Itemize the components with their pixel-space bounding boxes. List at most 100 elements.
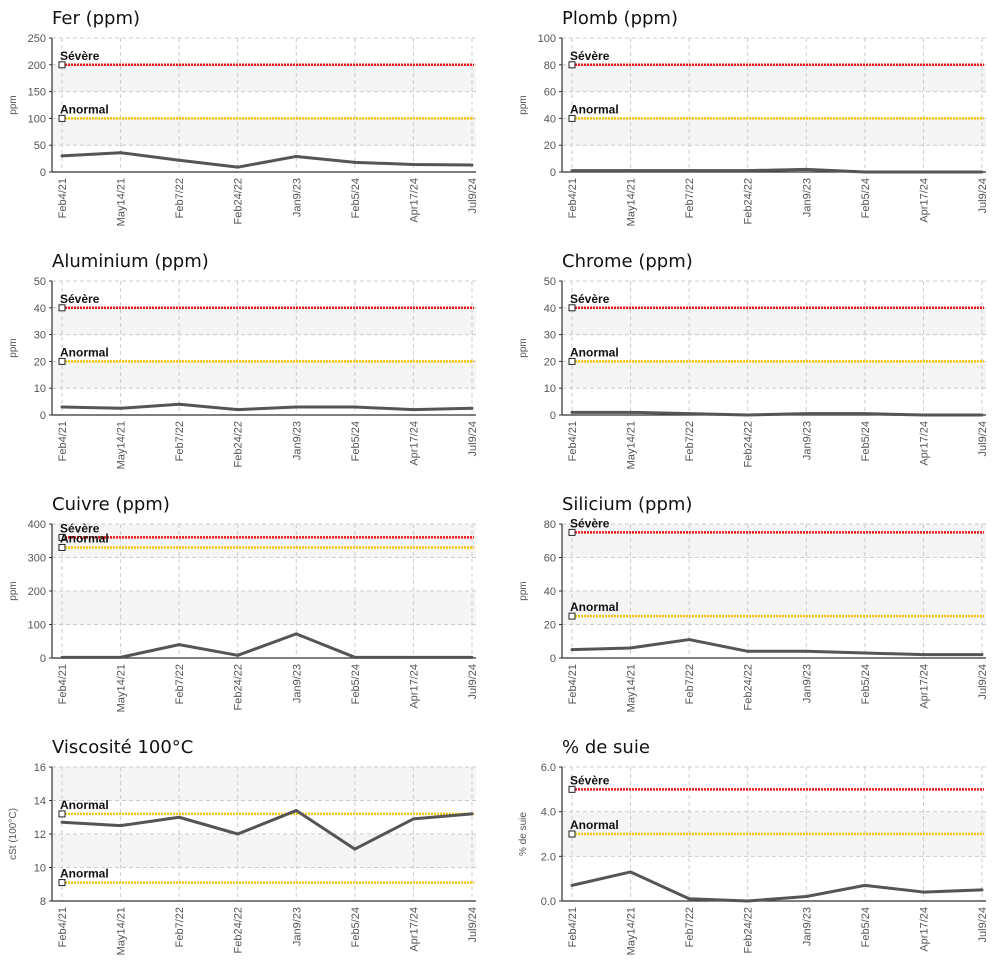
y-tick-label: 20 — [544, 356, 556, 368]
y-tick-label: 0 — [40, 410, 46, 422]
y-tick-label: 10 — [34, 863, 46, 875]
grid-band — [52, 767, 476, 801]
threshold-marker — [568, 304, 576, 312]
threshold-marker — [58, 357, 66, 365]
y-tick-label: 0 — [550, 653, 556, 665]
x-tick-label: Jul9/24 — [467, 907, 479, 942]
y-tick-label: 50 — [544, 276, 556, 288]
x-tick-label: Jan9/23 — [801, 664, 813, 703]
data-point — [470, 163, 474, 167]
chart-svg: Plomb (ppm) 0 20 40 60 80 100 Feb4/21 May14/21 Fe… — [518, 8, 989, 226]
data-point — [863, 412, 867, 416]
data-point — [411, 408, 415, 412]
x-tick-label: May14/21 — [626, 907, 638, 955]
threshold-label: Anormal — [60, 102, 109, 116]
x-tick-label: Feb7/22 — [174, 907, 186, 947]
data-point — [60, 820, 64, 824]
data-point — [119, 655, 123, 659]
grid-band — [52, 64, 476, 92]
y-tick-label: 10 — [34, 383, 46, 395]
y-tick-label: 4.0 — [541, 807, 556, 819]
y-axis-label: ppm — [8, 581, 19, 600]
x-tick-label: May14/21 — [626, 421, 638, 469]
chart-svg: Fer (ppm) 0 50 100 150 200 250 Feb4/21 May14/21 F… — [8, 8, 479, 226]
threshold-label: Anormal — [570, 818, 619, 832]
x-tick-label: May14/21 — [116, 907, 128, 955]
x-tick-label: May14/21 — [116, 664, 128, 712]
threshold-label: Anormal — [60, 867, 109, 881]
y-tick-label: 40 — [544, 113, 556, 125]
data-point — [236, 408, 240, 412]
y-tick-label: 14 — [34, 796, 46, 808]
data-point — [353, 655, 357, 659]
chart-title: % de suie — [562, 737, 650, 758]
x-tick-label: Jan9/23 — [291, 664, 303, 703]
x-tick-label: Feb7/22 — [174, 664, 186, 704]
x-tick-label: Feb4/21 — [57, 421, 69, 461]
data-point — [353, 405, 357, 409]
data-point — [687, 169, 691, 173]
x-tick-label: Feb4/21 — [567, 178, 579, 218]
data-point — [687, 897, 691, 901]
x-tick-label: Apr17/24 — [918, 178, 930, 223]
x-tick-label: Jul9/24 — [977, 664, 989, 699]
data-point — [804, 895, 808, 899]
x-tick-label: Apr17/24 — [918, 421, 930, 466]
x-tick-label: Feb5/24 — [860, 421, 872, 461]
grid-band — [52, 524, 476, 558]
data-point — [570, 648, 574, 652]
threshold-label: Sévère — [570, 49, 610, 63]
data-point — [411, 162, 415, 166]
chart-svg: Silicium (ppm) 0 20 40 60 80 Feb4/21 May14/21 Fe… — [518, 494, 989, 712]
x-tick-label: Feb5/24 — [860, 907, 872, 947]
data-point — [177, 815, 181, 819]
grid-band — [52, 361, 476, 389]
y-axis-label: ppm — [518, 338, 529, 357]
y-tick-label: 0 — [40, 653, 46, 665]
data-point — [470, 655, 474, 659]
y-tick-label: 0.0 — [541, 896, 556, 908]
y-tick-label: 50 — [34, 276, 46, 288]
series-line — [61, 809, 473, 851]
threshold-label: Sévère — [60, 292, 100, 306]
chart-title: Cuivre (ppm) — [52, 494, 170, 515]
data-point — [804, 649, 808, 653]
chart-title: Plomb (ppm) — [562, 8, 678, 29]
data-point — [863, 651, 867, 655]
y-tick-label: 200 — [28, 586, 46, 598]
threshold-label: Sévère — [60, 49, 100, 63]
data-point — [629, 169, 633, 173]
data-point — [746, 413, 750, 417]
series-line — [572, 410, 982, 417]
grid-band — [562, 361, 986, 389]
x-tick-label: Jul9/24 — [467, 178, 479, 213]
y-tick-label: 0 — [40, 167, 46, 179]
x-tick-label: Apr17/24 — [918, 664, 930, 709]
chart-title: Silicium (ppm) — [562, 494, 692, 515]
x-tick-label: Feb24/22 — [233, 178, 245, 224]
data-point — [294, 154, 298, 158]
data-point — [921, 413, 925, 417]
x-tick-label: Apr17/24 — [408, 421, 420, 466]
x-tick-label: Jul9/24 — [977, 178, 989, 213]
data-point — [294, 405, 298, 409]
grid-band — [52, 307, 476, 335]
x-tick-label: Jan9/23 — [801, 907, 813, 946]
data-point — [746, 169, 750, 173]
series-line — [62, 632, 472, 659]
data-point — [60, 405, 64, 409]
x-tick-label: Jul9/24 — [467, 421, 479, 456]
series-line — [571, 638, 982, 657]
chart-svg: Aluminium (ppm) 0 10 20 30 40 50 Feb4/21 May14/2… — [8, 251, 479, 469]
x-tick-label: Apr17/24 — [408, 664, 420, 709]
y-tick-label: 80 — [544, 519, 556, 531]
data-point — [921, 890, 925, 894]
data-point — [470, 406, 474, 410]
x-tick-label: Feb5/24 — [350, 178, 362, 218]
y-tick-label: 16 — [34, 762, 46, 774]
data-point — [60, 154, 64, 158]
y-tick-label: 150 — [28, 87, 46, 99]
data-point — [177, 158, 181, 162]
threshold-marker — [58, 533, 66, 541]
data-point — [294, 809, 298, 813]
